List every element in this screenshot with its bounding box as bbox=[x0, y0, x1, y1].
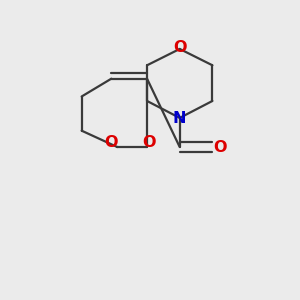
Text: N: N bbox=[173, 111, 187, 126]
Text: O: O bbox=[173, 40, 187, 55]
Text: O: O bbox=[213, 140, 227, 154]
Text: O: O bbox=[104, 135, 118, 150]
Text: O: O bbox=[142, 135, 156, 150]
